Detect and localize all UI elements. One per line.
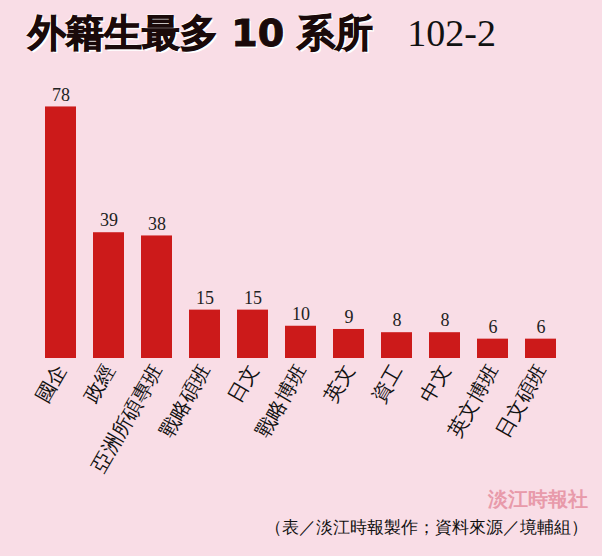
svg-text:國企: 國企	[30, 360, 71, 407]
svg-text:8: 8	[393, 310, 402, 330]
svg-text:戰略博班: 戰略博班	[250, 360, 311, 441]
svg-text:8: 8	[441, 310, 450, 330]
svg-text:日文: 日文	[222, 360, 263, 407]
svg-text:資工: 資工	[366, 360, 407, 407]
svg-text:英文博班: 英文博班	[442, 360, 503, 442]
svg-text:15: 15	[244, 288, 262, 308]
svg-text:中文: 中文	[414, 360, 455, 407]
svg-text:亞洲所碩專班: 亞洲所碩專班	[86, 360, 167, 476]
svg-text:英文: 英文	[318, 360, 359, 407]
html-text:淡江時報社: 淡江時報社	[488, 487, 588, 511]
html-text:外籍生最多 10 系所: 外籍生最多 10 系所	[28, 10, 374, 55]
svg-text:10: 10	[292, 304, 310, 324]
svg-text:78: 78	[52, 85, 70, 105]
svg-text:戰略碩班: 戰略碩班	[154, 360, 215, 441]
svg-text:38: 38	[148, 214, 166, 234]
svg-text:9: 9	[345, 307, 354, 327]
svg-text:6: 6	[489, 317, 498, 337]
svg-text:39: 39	[100, 210, 118, 230]
svg-text:政經: 政經	[78, 360, 119, 407]
html-text:（表／淡江時報製作；資料來源／境輔組）: （表／淡江時報製作；資料來源／境輔組）	[265, 517, 588, 537]
html-text:102-2: 102-2	[407, 12, 496, 54]
svg-text:15: 15	[196, 288, 214, 308]
svg-text:日文碩班: 日文碩班	[490, 360, 551, 441]
svg-text:6: 6	[537, 317, 546, 337]
